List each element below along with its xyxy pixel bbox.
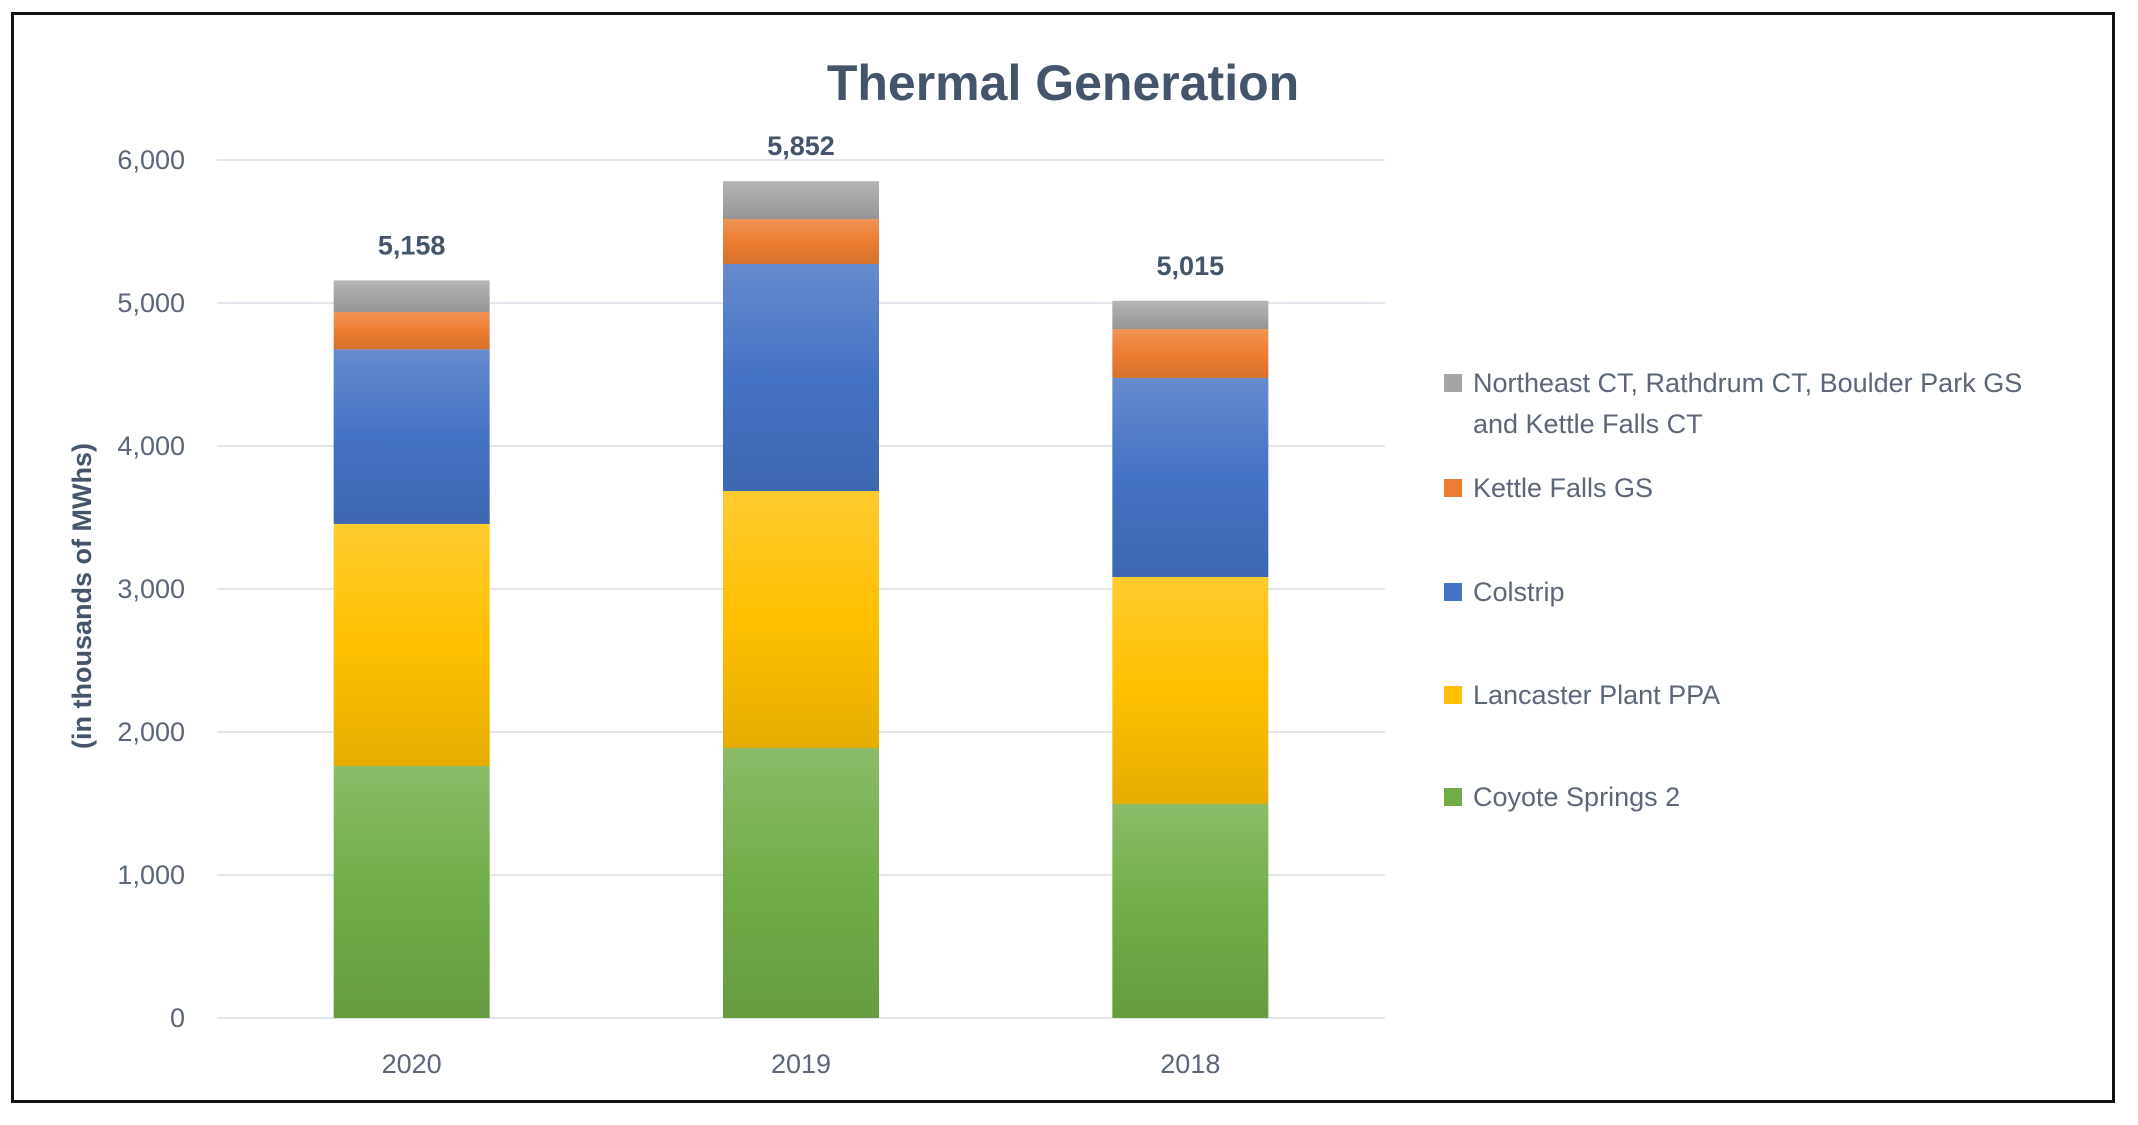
legend-swatch (1444, 686, 1462, 704)
bars (333, 181, 1269, 1018)
legend-swatch (1444, 479, 1462, 497)
legend-label: Lancaster Plant PPA (1473, 680, 1720, 710)
legend-swatch (1444, 374, 1462, 392)
x-tick-label: 2018 (1160, 1049, 1220, 1079)
bar-group-2018 (1112, 300, 1269, 1018)
total-data-label: 5,158 (378, 230, 446, 260)
y-tick-label: 1,000 (117, 860, 185, 890)
bar-segment-colstrip-2018 (1112, 377, 1269, 577)
bar-segment-coyote-springs-2-2020 (333, 766, 490, 1018)
y-tick-label: 6,000 (117, 145, 185, 175)
legend-label: and Kettle Falls CT (1473, 409, 1703, 439)
y-tick-label: 3,000 (117, 574, 185, 604)
bar-segment-northeast-ct-rathdrum-ct-boulder-park-gs-and-kettle-falls-ct-2018 (1112, 300, 1269, 330)
legend-item: Northeast CT, Rathdrum CT, Boulder Park … (1444, 368, 2022, 439)
bar-group-2019 (723, 181, 879, 1018)
y-axis-ticks: 0 1,000 2,000 3,000 4,000 5,000 6,000 (117, 145, 185, 1033)
legend: Northeast CT, Rathdrum CT, Boulder Park … (1444, 368, 2022, 812)
bar-segment-kettle-falls-gs-2019 (723, 219, 879, 264)
x-axis-ticks: 2020 2019 2018 (382, 1049, 1221, 1079)
bar-segment-kettle-falls-gs-2018 (1112, 329, 1269, 378)
legend-item: Colstrip (1444, 577, 1565, 607)
bar-segment-coyote-springs-2-2018 (1112, 803, 1269, 1018)
y-tick-label: 2,000 (117, 717, 185, 747)
bar-segment-kettle-falls-gs-2020 (333, 312, 490, 350)
chart-title: Thermal Generation (827, 55, 1299, 111)
total-data-label: 5,852 (767, 131, 835, 161)
x-tick-label: 2020 (382, 1049, 442, 1079)
x-tick-label: 2019 (771, 1049, 831, 1079)
bar-segment-lancaster-plant-ppa-2019 (723, 491, 879, 749)
bar-segment-coyote-springs-2-2019 (723, 748, 879, 1018)
legend-label: Kettle Falls GS (1473, 473, 1653, 503)
y-axis-label: (in thousands of MWhs) (67, 443, 97, 749)
total-labels: 5,158 5,852 5,015 (378, 131, 1224, 281)
legend-item: Kettle Falls GS (1444, 473, 1653, 503)
y-tick-label: 4,000 (117, 431, 185, 461)
total-data-label: 5,015 (1157, 251, 1225, 281)
legend-item: Coyote Springs 2 (1444, 782, 1680, 812)
legend-item: Lancaster Plant PPA (1444, 680, 1720, 710)
bar-segment-colstrip-2019 (723, 263, 879, 492)
y-tick-label: 0 (170, 1003, 185, 1033)
bar-segment-lancaster-plant-ppa-2020 (333, 523, 490, 767)
bar-segment-lancaster-plant-ppa-2018 (1112, 576, 1269, 804)
bar-segment-northeast-ct-rathdrum-ct-boulder-park-gs-and-kettle-falls-ct-2019 (723, 181, 879, 220)
bar-segment-colstrip-2020 (333, 349, 490, 524)
legend-swatch (1444, 583, 1462, 601)
legend-swatch (1444, 788, 1462, 806)
bar-group-2020 (333, 280, 490, 1018)
bar-segment-northeast-ct-rathdrum-ct-boulder-park-gs-and-kettle-falls-ct-2020 (333, 280, 490, 313)
legend-label: Colstrip (1473, 577, 1565, 607)
legend-label: Coyote Springs 2 (1473, 782, 1680, 812)
legend-label: Northeast CT, Rathdrum CT, Boulder Park … (1473, 368, 2022, 398)
y-tick-label: 5,000 (117, 288, 185, 318)
